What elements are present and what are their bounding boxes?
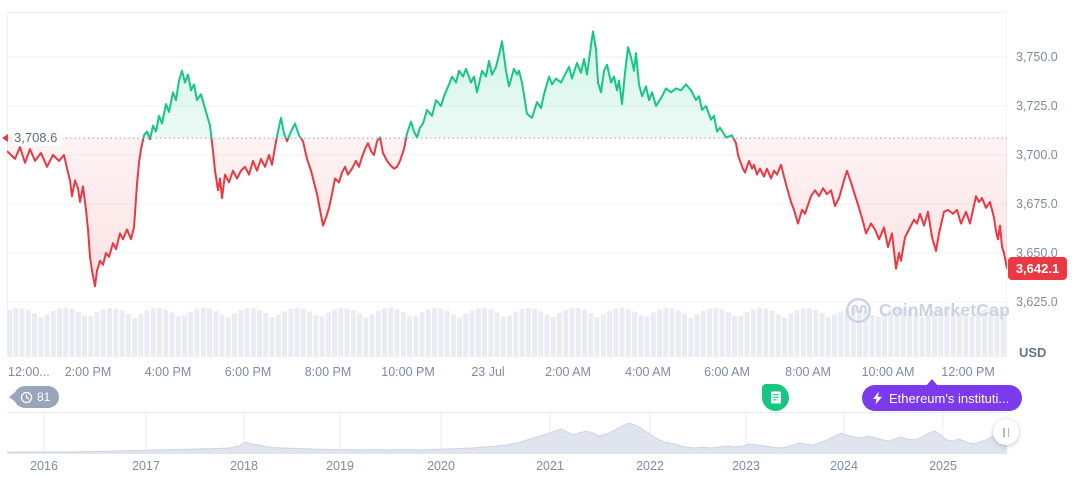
news-document-icon xyxy=(770,391,781,404)
year-label: 2025 xyxy=(929,459,957,473)
baseline-price-label: 3,708.6 xyxy=(12,130,63,147)
last-price-badge: 3,642.1 xyxy=(1008,256,1067,280)
history-count-badge[interactable]: 81 xyxy=(8,386,60,408)
news-annotation-pill[interactable]: Ethereum's instituti... xyxy=(862,379,1023,411)
history-clock-icon xyxy=(20,391,33,403)
x-tick-label: 4:00 PM xyxy=(144,365,192,379)
year-label: 2019 xyxy=(326,459,354,473)
x-tick-label: 2:00 AM xyxy=(545,365,591,379)
y-tick-label: 3,750.0 xyxy=(1016,50,1058,64)
currency-unit-label: USD xyxy=(1019,345,1047,360)
year-label: 2021 xyxy=(536,459,564,473)
y-tick-label: 3,625.0 xyxy=(1016,295,1058,309)
x-tick-label: 10:00 PM xyxy=(381,365,435,379)
year-label: 2016 xyxy=(30,459,58,473)
main-chart-plot[interactable] xyxy=(7,12,1007,357)
y-tick-label: 3,725.0 xyxy=(1016,99,1058,113)
x-tick-label: 8:00 AM xyxy=(785,365,831,379)
navigator-mini-chart[interactable] xyxy=(7,413,1008,454)
x-tick-label: 6:00 PM xyxy=(224,365,272,379)
news-pill-label: Ethereum's instituti... xyxy=(889,390,1010,406)
x-tick-label: 12:00 PM xyxy=(941,365,995,379)
y-tick-label: 3,675.0 xyxy=(1016,197,1058,211)
lightning-icon xyxy=(873,391,882,405)
price-line-chart[interactable] xyxy=(7,12,1007,357)
coinmarketcap-logo-icon xyxy=(845,297,872,324)
x-tick-label: 10:00 AM xyxy=(861,365,915,379)
year-label: 2017 xyxy=(132,459,160,473)
x-tick-label: 2:00 PM xyxy=(64,365,112,379)
x-tick-label: 12:00... xyxy=(8,365,50,379)
range-navigator[interactable] xyxy=(7,412,1008,454)
baseline-offscreen-arrow-icon xyxy=(2,134,8,143)
x-tick-label: 23 Jul xyxy=(471,365,505,379)
year-label: 2018 xyxy=(230,459,258,473)
year-label: 2024 xyxy=(830,459,858,473)
watermark-text: CoinMarketCap xyxy=(879,300,1010,320)
coinmarketcap-watermark: CoinMarketCap xyxy=(845,297,1010,324)
x-tick-label: 4:00 AM xyxy=(625,365,671,379)
year-label: 2022 xyxy=(636,459,664,473)
navigator-resize-handle[interactable] xyxy=(993,419,1019,445)
y-tick-label: 3,700.0 xyxy=(1016,148,1058,162)
year-label: 2020 xyxy=(427,459,455,473)
year-label: 2023 xyxy=(732,459,760,473)
y-tick-label: 3,650.0 xyxy=(1016,246,1058,260)
x-tick-label: 8:00 PM xyxy=(304,365,352,379)
history-count: 81 xyxy=(37,390,51,404)
event-marker-badge[interactable] xyxy=(762,384,789,411)
x-tick-label: 6:00 AM xyxy=(704,365,750,379)
